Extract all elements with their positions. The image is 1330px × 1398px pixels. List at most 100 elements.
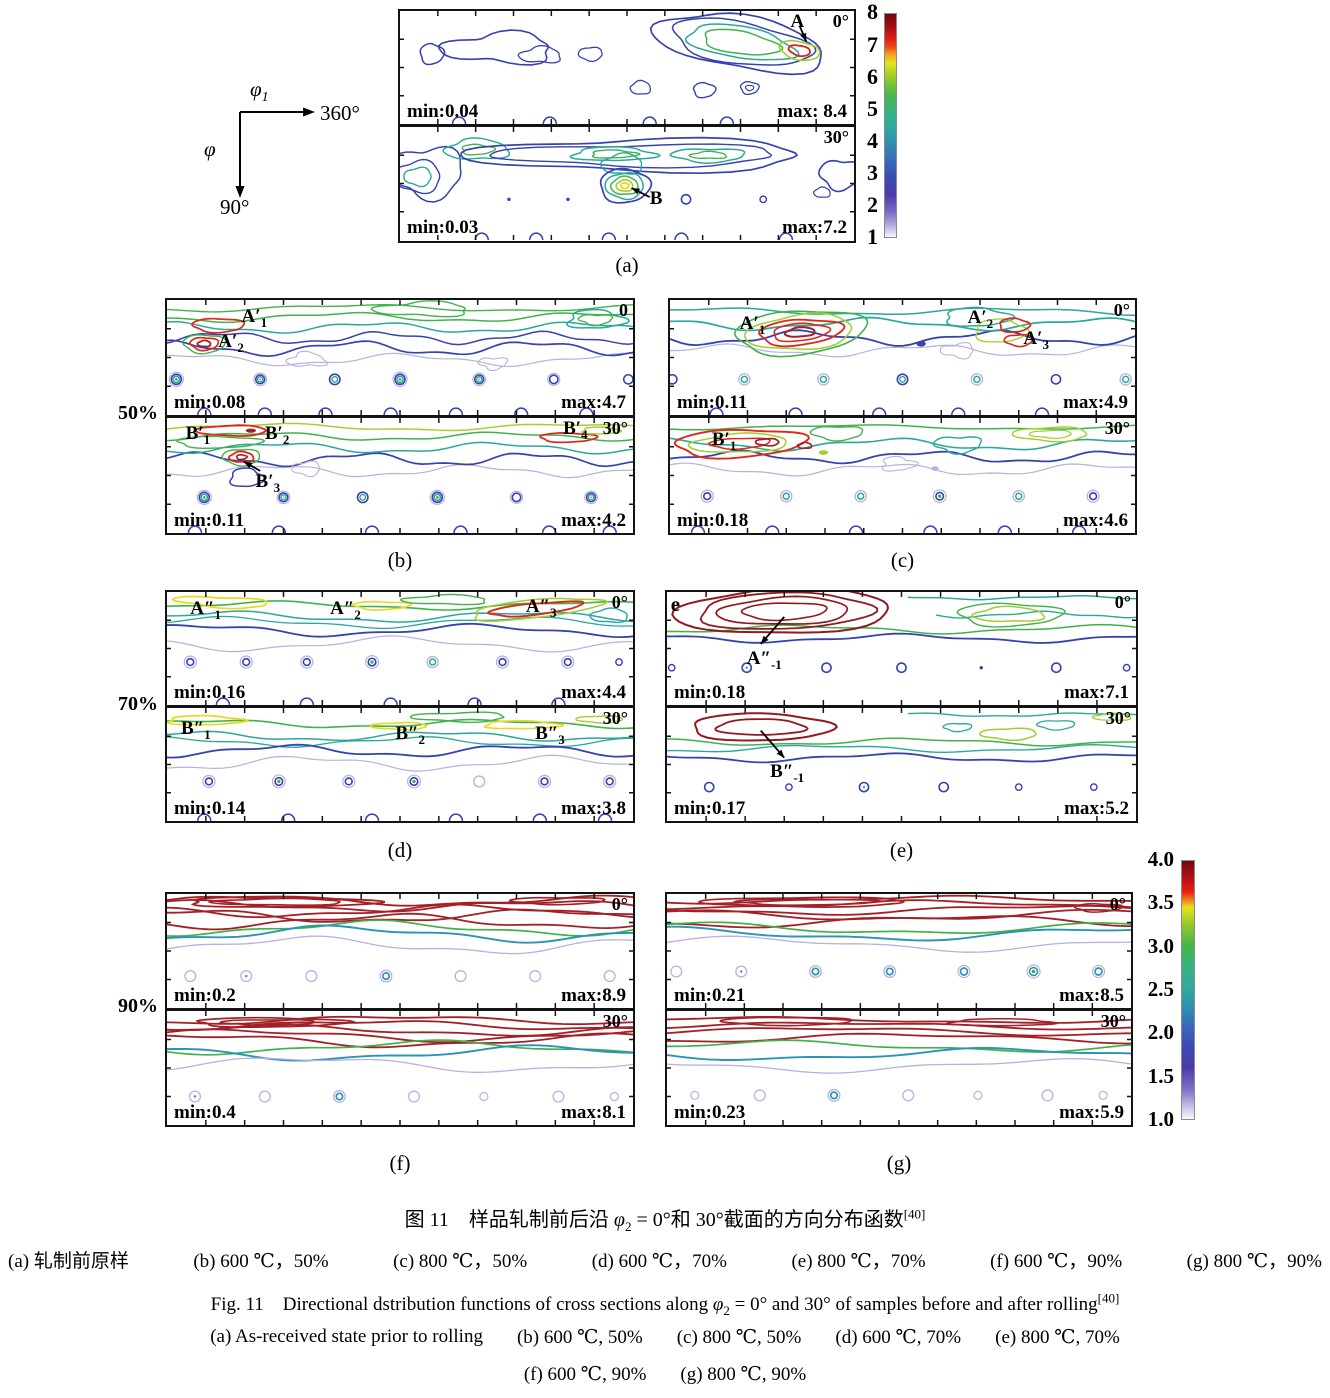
contour-plot: [167, 894, 633, 1008]
section-a-0deg: min:0.04 max: 8.4 0° A: [400, 11, 854, 127]
min-label: min:0.17: [674, 798, 746, 819]
contour-plot: [400, 127, 854, 240]
point-label: B′4: [563, 418, 588, 442]
colorbar-tick-label: 1.0: [1147, 1106, 1174, 1131]
contour-plot: [670, 418, 1135, 533]
phi2-angle-label: 30°: [1104, 418, 1130, 438]
contour-plot: [667, 1011, 1131, 1125]
point-label: B″-1: [770, 761, 805, 786]
colorbar-tick-label: 2.0: [1147, 1020, 1174, 1045]
panel-letter: (a): [615, 253, 639, 277]
colorbar-panels-fg: [1181, 860, 1195, 1120]
point-label: A″3: [525, 595, 557, 620]
max-label: max:4.9: [1063, 392, 1128, 413]
en-sub-item: (e) 800 ℃, 70%: [995, 1327, 1120, 1348]
panel-d: min:0.16 max:4.4 0° A″1 A″2 A″3 min:0.14 max:3.…: [165, 590, 635, 862]
en-sub-item: (c) 800 ℃, 50%: [676, 1327, 802, 1348]
contour-plot: [667, 592, 1136, 705]
colorbar-panel-a: [884, 13, 897, 238]
contour-plot: [667, 894, 1131, 1008]
y-axis-end-label: 90°: [220, 195, 249, 219]
cn-sub-item: (d) 600 ℃，70%: [591, 1251, 727, 1272]
panel-f: min:0.2 max:8.9 0° min:0.4 max:8.1 30° (f): [165, 892, 635, 1175]
plot-frame-b: min:0.08 max:4.7 0 A′1 A′2 min:0.11 max:4.2 30°…: [165, 298, 635, 535]
contour-plot: [167, 300, 633, 415]
en-sub-item: (b) 600 ℃, 50%: [516, 1327, 643, 1348]
section-c-0deg: min:0.11 max:4.9 0° A′1 A′2 A′3: [670, 300, 1135, 418]
colorbar-tick-label: 7: [867, 31, 878, 57]
section-e-0deg: min:0.18 max:7.1 0° e A″-1: [667, 592, 1136, 708]
plot-frame-d: min:0.16 max:4.4 0° A″1 A″2 A″3 min:0.14 max:3.…: [165, 590, 635, 823]
point-label: B′1: [185, 422, 211, 447]
max-label: max:8.1: [561, 1102, 626, 1123]
reduction-label: 50%: [118, 402, 158, 424]
max-label: max:8.5: [1059, 985, 1124, 1006]
section-f-0deg: min:0.2 max:8.9 0°: [167, 894, 633, 1011]
point-label: e: [670, 592, 681, 617]
phi2-angle-label: 30°: [1105, 708, 1131, 728]
plot-frame-c: min:0.11 max:4.9 0° A′1 A′2 A′3 min:0.18 max:4.…: [668, 298, 1137, 535]
point-label: A″-1: [746, 647, 782, 672]
x-axis-end-label: 360°: [320, 101, 360, 125]
en-sub-item: (g) 800 ℃, 90%: [680, 1364, 807, 1385]
colorbar-tick-label: 2: [867, 192, 878, 218]
colorbar-tick-label: 3.5: [1147, 890, 1174, 915]
colorbar-tick-label: 2.5: [1147, 976, 1174, 1001]
caption-en-subitems-1: (a) As-received state prior to rolling (…: [0, 1326, 1330, 1349]
panel-letter: (d): [387, 838, 413, 862]
min-label: min:0.14: [174, 798, 246, 819]
min-label: min:0.21: [674, 985, 746, 1006]
plot-frame-g: min:0.21 max:8.5 0° min:0.23 max:5.9 30°: [665, 892, 1133, 1127]
panel-e: min:0.18 max:7.1 0° e A″-1 min:0.17 max:5.2 30°…: [665, 590, 1138, 862]
max-label: max:4.6: [1063, 510, 1128, 531]
panel-g: min:0.21 max:8.5 0° min:0.23 max:5.9 30° (g): [665, 892, 1133, 1175]
arrow-right-icon: [303, 107, 315, 117]
min-label: min:0.2: [174, 985, 236, 1006]
section-b-30deg: min:0.11 max:4.2 30° B′1 B′2 B′4 B′3: [167, 418, 633, 533]
cn-sub-item: (c) 800 ℃，50%: [393, 1251, 528, 1272]
panel-letter: (b): [387, 548, 413, 572]
contour-plot: [167, 592, 633, 705]
phi2-angle-label: 30°: [823, 127, 849, 147]
cn-sub-item: (b) 600 ℃，50%: [193, 1251, 329, 1272]
point-label: B′3: [255, 471, 281, 495]
en-sub-item: (a) As-received state prior to rolling: [210, 1326, 483, 1347]
colorbar-tick-label: 4: [867, 127, 878, 153]
colorbar-tick-label: 1.5: [1147, 1063, 1174, 1088]
max-label: max:5.9: [1059, 1102, 1124, 1123]
phi2-angle-label: 0: [619, 300, 628, 320]
min-label: min:0.08: [174, 392, 246, 413]
colorbar-tick-label: 1: [867, 224, 878, 250]
point-label: A″1: [190, 597, 222, 622]
max-label: max:7.1: [1064, 682, 1129, 703]
panel-letter: (g): [886, 1151, 912, 1175]
min-label: min:0.23: [674, 1102, 746, 1123]
arrow-down-icon: [235, 186, 245, 198]
caption-cn-title: 图 11 样品轧制前后沿 φ2 = 0°和 30°截面的方向分布函数[40]: [404, 1206, 926, 1234]
section-d-30deg: min:0.14 max:3.8 30° B″1 B″2 B″3: [167, 708, 633, 821]
phi2-angle-label: 0°: [1114, 592, 1131, 612]
colorbar-tick-label: 3: [867, 160, 878, 186]
point-label: B′1: [711, 428, 737, 453]
phi2-angle-label: 30°: [602, 708, 628, 728]
colorbar-tick-label: 3.0: [1147, 933, 1174, 958]
phi2-angle-label: 0°: [1113, 300, 1130, 320]
section-f-30deg: min:0.4 max:8.1 30°: [167, 1011, 633, 1125]
panel-letter: (f): [389, 1151, 411, 1175]
phi2-angle-label: 30°: [1100, 1011, 1126, 1031]
point-label: A: [790, 11, 805, 33]
min-label: min:0.4: [174, 1102, 236, 1123]
contour-plot: [167, 708, 633, 821]
max-label: max:4.4: [561, 682, 626, 703]
min-label: min:0.18: [677, 510, 749, 531]
caption-en-subitems-2: (f) 600 ℃, 90% (g) 800 ℃, 90%: [0, 1363, 1330, 1386]
cn-sub-item: (a) 轧制前原样: [8, 1251, 129, 1272]
contour-plot: [167, 418, 633, 533]
min-label: min:0.16: [174, 682, 246, 703]
contour-plot: [400, 11, 854, 124]
phi-axis-label: φ: [204, 137, 216, 161]
point-label: B: [649, 188, 663, 210]
point-label: A′1: [739, 312, 766, 337]
phi1-axis-label: φ1: [250, 77, 269, 105]
